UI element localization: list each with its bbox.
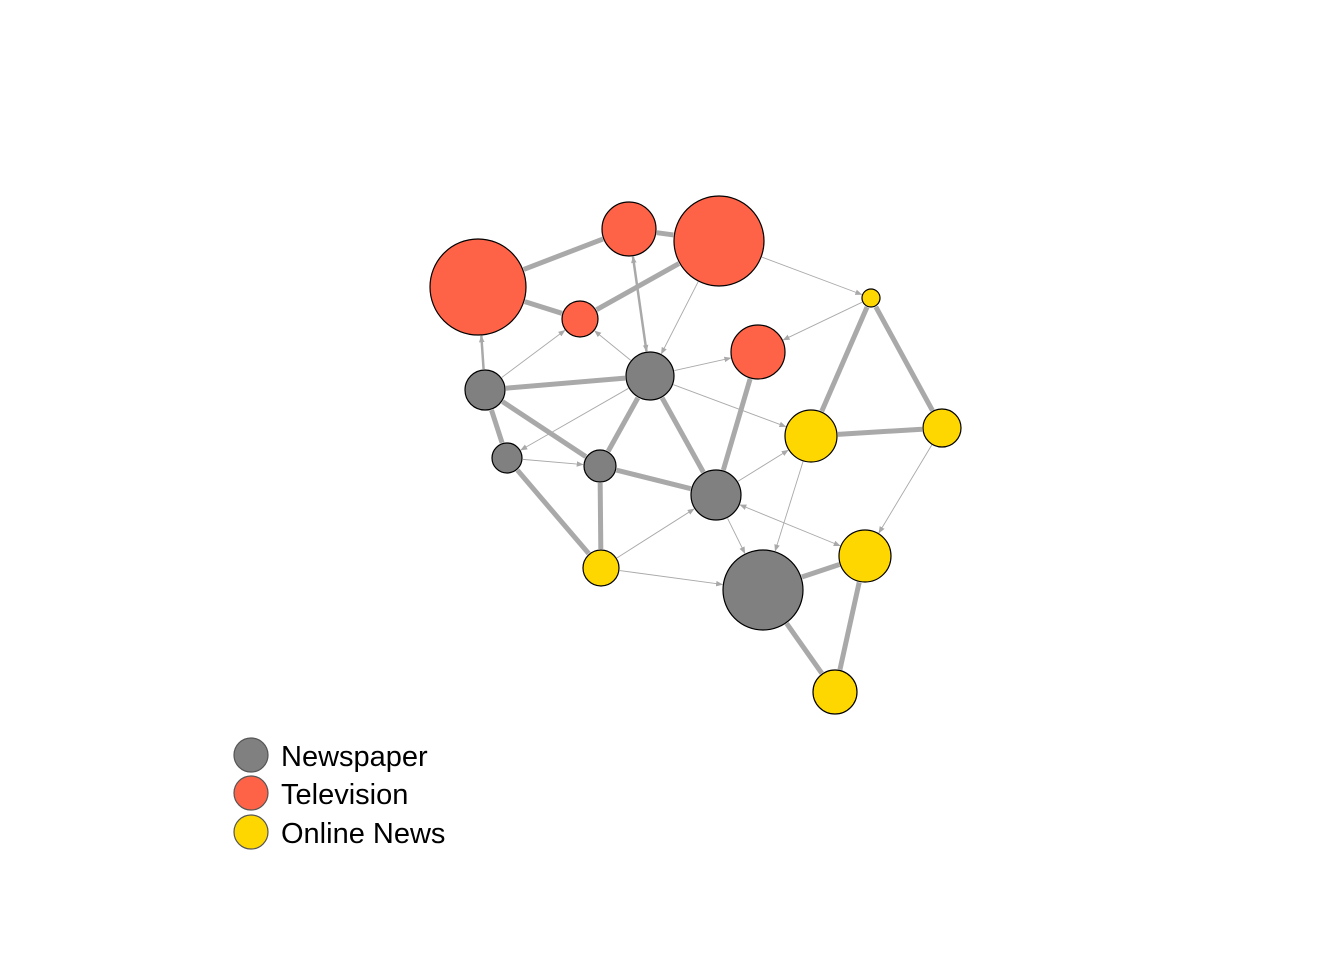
edge-np1-on2	[673, 384, 787, 427]
node-np3-newspaper	[491, 442, 523, 474]
edge-on1-on5	[873, 305, 935, 412]
edge-on4-on6	[837, 581, 862, 671]
node-on4-online	[838, 529, 892, 583]
node-tv5-television	[730, 324, 786, 380]
legend-item-online-news: Online News	[233, 814, 445, 850]
node-on2-online	[784, 409, 838, 463]
edge-np2-tv1	[478, 335, 485, 370]
edge-np2-np3	[489, 409, 505, 444]
node-on6-online	[812, 669, 858, 715]
edge-on2-on5	[837, 426, 923, 437]
node-on1-online	[861, 288, 881, 308]
edge-np5-tv5	[720, 378, 753, 471]
edge-on3-np5	[616, 508, 695, 559]
edge-np2-np1	[505, 375, 626, 391]
node-on3-online	[582, 549, 620, 587]
edge-np5-on4	[739, 504, 841, 547]
edge-on5-on4	[878, 444, 933, 534]
edge-np6-on6	[784, 622, 824, 675]
node-on5-online	[922, 408, 962, 448]
edge-tv3-on1	[761, 256, 863, 295]
legend-online-news-label: Online News	[281, 818, 445, 850]
edge-on1-tv5	[782, 301, 863, 341]
edge-np1-np3	[520, 388, 629, 451]
edge-np4-on3	[597, 482, 604, 550]
legend-item-newspaper: Newspaper	[233, 737, 428, 773]
edge-on2-np6	[774, 461, 804, 552]
edge-np3-on3	[515, 468, 591, 556]
edge-on3-np6	[619, 570, 724, 587]
node-tv4-television	[561, 300, 599, 338]
edge-np5-np6	[727, 518, 746, 554]
edge-tv1-tv2	[522, 236, 604, 272]
legend-online-news-symbol	[233, 814, 269, 850]
legend-item-television: Television	[233, 775, 408, 811]
node-np1-newspaper	[625, 351, 675, 401]
edge-tv1-tv4	[524, 299, 563, 316]
node-tv1-television	[429, 238, 527, 336]
edge-np1-np5	[659, 396, 706, 474]
legend: Newspaper Television Online News	[233, 737, 445, 850]
node-tv2-television	[601, 201, 657, 257]
node-layer	[429, 195, 962, 715]
edge-np5-on2	[737, 449, 789, 482]
edge-np6-on4	[801, 562, 841, 580]
edge-tv2-np1	[631, 256, 649, 352]
edge-np2-np4	[501, 399, 588, 459]
legend-television-symbol	[233, 775, 269, 811]
edge-tv3-np1	[660, 281, 699, 355]
edge-tv2-tv3	[656, 230, 674, 238]
edge-layer	[478, 230, 935, 675]
legend-newspaper-symbol	[233, 737, 269, 773]
legend-newspaper-label: Newspaper	[281, 741, 428, 773]
node-np4-newspaper	[583, 449, 617, 483]
edge-np1-tv5	[674, 356, 732, 372]
edge-np1-tv4	[594, 330, 631, 361]
edge-np4-np5	[615, 467, 692, 492]
node-np6-newspaper	[722, 549, 804, 631]
edge-on1-on2	[819, 306, 870, 413]
node-tv3-television	[673, 195, 765, 287]
edge-np3-np4	[522, 458, 584, 467]
edge-np2-tv4	[501, 329, 566, 378]
node-np5-newspaper	[690, 469, 742, 521]
node-np2-newspaper	[464, 369, 506, 411]
legend-television-label: Television	[281, 779, 408, 811]
edge-np1-np4	[606, 396, 641, 453]
